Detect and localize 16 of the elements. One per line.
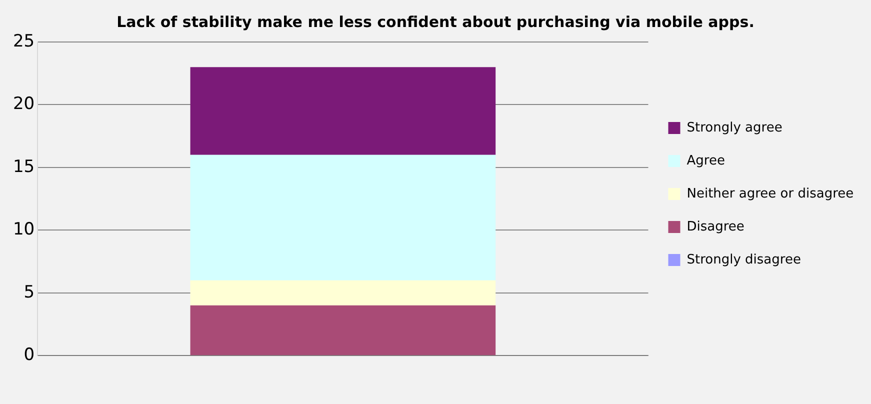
bar — [190, 67, 496, 155]
y-tick-label: 0 — [24, 345, 35, 366]
legend-label: Strongly agree — [686, 120, 782, 136]
legend-label: Neither agree or disagree — [686, 186, 854, 202]
y-tick-label: 15 — [12, 156, 35, 177]
bar — [190, 154, 496, 280]
bar — [190, 280, 496, 306]
y-tick-label: 10 — [12, 220, 35, 240]
y-tick-label: 20 — [12, 94, 35, 114]
legend-label: Agree — [686, 153, 725, 168]
y-tick-label: 5 — [24, 282, 35, 302]
legend-label: Strongly disagree — [686, 252, 801, 268]
chart-title: Lack of stability make me less confident about purchasing via mobile apps. — [116, 12, 754, 31]
y-tick-label: 25 — [12, 31, 35, 52]
bar — [190, 305, 496, 356]
legend-label: Disagree — [686, 219, 744, 234]
